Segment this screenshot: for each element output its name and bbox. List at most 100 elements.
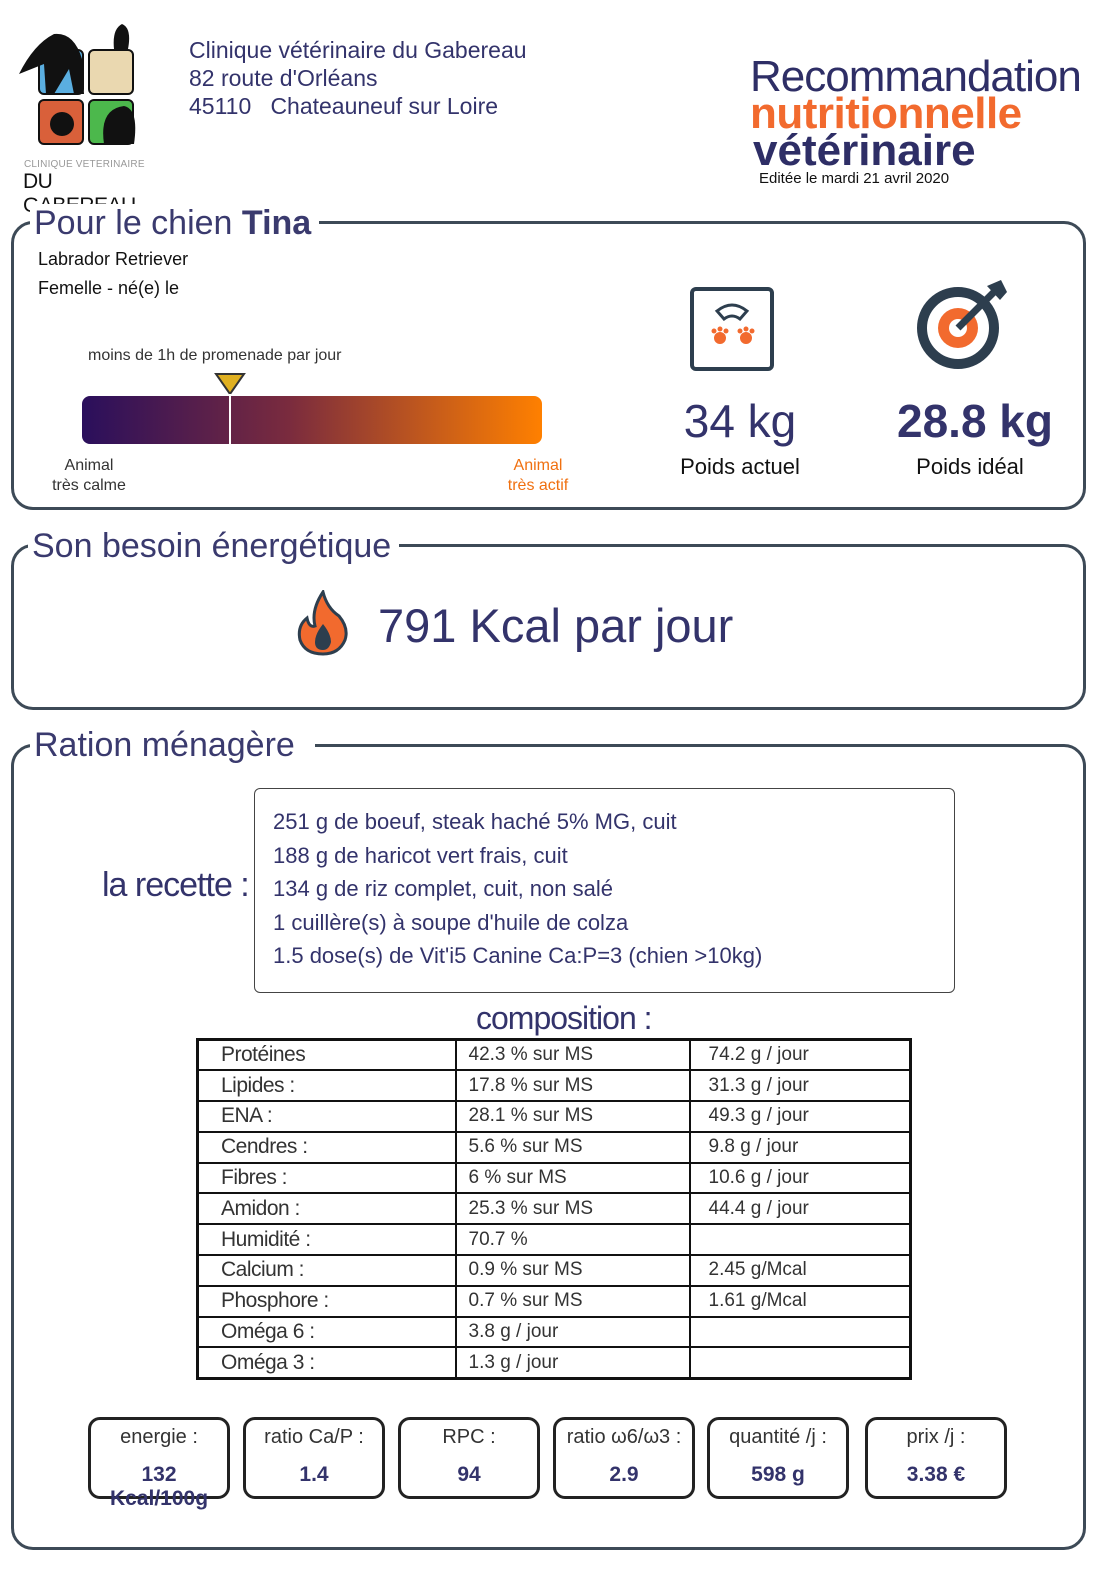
- stat-value: 132 Kcal/100g: [109, 1463, 209, 1510]
- clinic-postcode: 45110: [189, 93, 252, 119]
- stat-value: 94: [457, 1463, 481, 1486]
- nutrient-amount: 31.3 g / jour: [688, 1069, 912, 1103]
- nutrient-amount: 1.61 g/Mcal: [688, 1284, 912, 1318]
- nutrient-percent: 28.1 % sur MS: [454, 1100, 691, 1133]
- stat-box: ratio Ca/P : 1.4: [243, 1417, 385, 1499]
- title-line3: vétérinaire: [753, 126, 976, 175]
- nutrient-percent: 5.6 % sur MS: [454, 1130, 691, 1164]
- nutrient-amount: [688, 1346, 912, 1380]
- energy-value: 791 Kcal par jour: [378, 599, 734, 652]
- animal-breed: Labrador Retriever: [38, 249, 189, 269]
- nutrient-percent: 1.3 g / jour: [454, 1346, 691, 1380]
- clinic-street: 82 route d'Orléans: [189, 65, 378, 91]
- nutrient-name: Protéines: [196, 1038, 457, 1072]
- animal-section-title: Pour le chien Tina: [30, 204, 320, 242]
- composition-row: Cendres :5.6 % sur MS 9.8 g / jour: [196, 1130, 912, 1164]
- nutrient-amount: 74.2 g / jour: [688, 1038, 912, 1072]
- nutrient-name: Lipides :: [196, 1069, 457, 1103]
- stat-label: ratio ω6/ω3 :: [566, 1426, 682, 1448]
- document-title: Recommandation nutritionnelle vétérinair…: [750, 52, 1082, 189]
- current-weight-label: Poids actuel: [680, 454, 800, 479]
- nutrient-percent: 6 % sur MS: [454, 1161, 691, 1195]
- clinic-city-line: 45110 Chateauneuf sur Loire: [189, 92, 527, 120]
- target-icon: [917, 280, 1007, 369]
- animal-section: [11, 221, 1086, 510]
- composition-row: Humidité :70.7 %: [196, 1223, 912, 1257]
- energy-section: [11, 544, 1086, 710]
- composition-title: composition :: [476, 1000, 653, 1036]
- stat-box: energie : 132 Kcal/100g: [88, 1417, 230, 1510]
- composition-row: Oméga 3 :1.3 g / jour: [196, 1346, 912, 1380]
- clinic-address: Clinique vétérinaire du Gabereau 82 rout…: [189, 36, 527, 120]
- composition-row: ENA :28.1 % sur MS 49.3 g / jour: [196, 1100, 912, 1133]
- activity-marker: [214, 372, 247, 444]
- stat-value: 598 g: [751, 1463, 805, 1486]
- recipe-item: 1.5 dose(s) de Vit'i5 Canine Ca:P=3 (chi…: [273, 943, 763, 969]
- composition-row: Lipides :17.8 % sur MS 31.3 g / jour: [196, 1069, 912, 1103]
- composition-table: Protéines 42.3 % sur MS 74.2 g / jour Lipid…: [196, 1038, 912, 1380]
- nutrient-name: Calcium :: [196, 1254, 457, 1287]
- ration-section-title: Ration ménagère: [30, 726, 315, 764]
- stat-label: ratio Ca/P :: [264, 1426, 364, 1448]
- stat-box: RPC : 94: [398, 1417, 540, 1499]
- nutrient-percent: 3.8 g / jour: [454, 1315, 691, 1349]
- stat-label: RPC :: [442, 1426, 496, 1448]
- nutrient-name: Cendres :: [196, 1130, 457, 1164]
- recipe-item: 1 cuillère(s) à soupe d'huile de colza: [273, 909, 629, 935]
- activity-low-label: Animal très calme: [52, 457, 126, 494]
- nutrient-percent: 42.3 % sur MS: [454, 1038, 691, 1072]
- recipe-box: 251 g de boeuf, steak haché 5% MG, cuit 1…: [254, 788, 955, 993]
- nutrient-amount: 49.3 g / jour: [688, 1100, 912, 1133]
- flame-icon: [297, 590, 348, 656]
- activity-label: moins de 1h de promenade par jour: [88, 347, 342, 364]
- ideal-weight-label: Poids idéal: [916, 454, 1024, 479]
- nutrient-amount: 44.4 g / jour: [688, 1192, 912, 1226]
- current-weight: 34 kg: [683, 395, 797, 447]
- triangle-marker-icon: [214, 373, 247, 396]
- stat-box: ratio ω6/ω3 : 2.9: [553, 1417, 695, 1499]
- recipe-item: 188 g de haricot vert frais, cuit: [273, 842, 568, 868]
- ideal-weight: 28.8 kg: [897, 395, 1053, 447]
- activity-high-label: Animal très actif: [507, 457, 569, 494]
- stat-box: prix /j : 3.38 €: [865, 1417, 1007, 1499]
- clinic-logo: CLINIQUE VETERINAIRE DU GABEREAU: [14, 14, 159, 217]
- nutrient-percent: 0.9 % sur MS: [454, 1254, 691, 1287]
- nutrient-name: Amidon :: [196, 1192, 457, 1226]
- nutrient-amount: 10.6 g / jour: [688, 1161, 912, 1195]
- stat-label: energie :: [120, 1426, 198, 1448]
- composition-row: Fibres :6 % sur MS 10.6 g / jour: [196, 1161, 912, 1195]
- nutrient-percent: 17.8 % sur MS: [454, 1069, 691, 1103]
- title-line1: Recommandation: [750, 52, 1082, 101]
- composition-row: Calcium :0.9 % sur MS 2.45 g/Mcal: [196, 1254, 912, 1287]
- composition-row: Phosphore :0.7 % sur MS 1.61 g/Mcal: [196, 1284, 912, 1318]
- animal-sex-birth: Femelle - né(e) le: [38, 278, 180, 298]
- nutrient-percent: 25.3 % sur MS: [454, 1192, 691, 1226]
- nutrient-name: Oméga 6 :: [196, 1315, 457, 1349]
- nutrient-percent: 0.7 % sur MS: [454, 1284, 691, 1318]
- recipe-item: 251 g de boeuf, steak haché 5% MG, cuit: [273, 809, 677, 834]
- logo-animals-icon: [19, 24, 136, 145]
- nutrient-name: Phosphore :: [196, 1284, 457, 1318]
- composition-row: Oméga 6 :3.8 g / jour: [196, 1315, 912, 1349]
- recipe-label: la recette :: [102, 866, 250, 904]
- stat-box: quantité /j : 598 g: [707, 1417, 849, 1499]
- stat-value: 1.4: [299, 1463, 329, 1486]
- nutrient-name: Oméga 3 :: [196, 1346, 457, 1380]
- animal-name: Tina: [241, 204, 312, 242]
- nutrient-amount: [688, 1315, 912, 1349]
- nutrient-amount: [688, 1223, 912, 1257]
- composition-row: Protéines 42.3 % sur MS 74.2 g / jour: [196, 1038, 912, 1072]
- nutrient-name: Fibres :: [196, 1161, 457, 1195]
- scale-paws-icon: [690, 287, 774, 371]
- stat-value: 2.9: [609, 1463, 639, 1486]
- logo-text-line1: CLINIQUE VETERINAIRE: [24, 159, 145, 170]
- nutrient-name: Humidité :: [196, 1223, 457, 1257]
- composition-row: Amidon :25.3 % sur MS 44.4 g / jour: [196, 1192, 912, 1226]
- recipe-item: 134 g de riz complet, cuit, non salé: [273, 876, 613, 902]
- clinic-name: Clinique vétérinaire du Gabereau: [189, 37, 527, 63]
- energy-section-title: Son besoin énergétique: [28, 527, 400, 565]
- edit-date: Editée le mardi 21 avril 2020: [759, 170, 950, 187]
- nutrient-percent: 70.7 %: [454, 1223, 691, 1257]
- stat-label: prix /j :: [906, 1426, 966, 1448]
- stat-value: 3.38 €: [906, 1463, 966, 1486]
